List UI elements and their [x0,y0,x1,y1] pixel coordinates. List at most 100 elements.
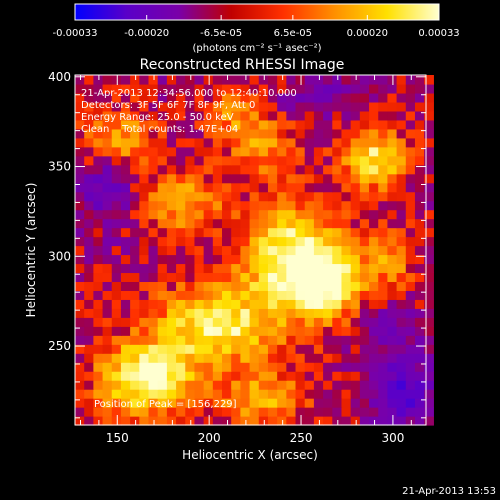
heatmap-cell [176,137,186,148]
heatmap-cell [378,236,389,247]
heatmap-cell [359,200,370,211]
heatmap-cell [185,227,196,238]
heatmap-cell [166,317,177,327]
heatmap-cell [424,272,434,283]
heatmap-cell [130,344,140,354]
heatmap-cell [414,290,425,300]
heatmap-cell [148,92,159,103]
heatmap-cell [350,335,361,345]
heatmap-cell [194,200,205,211]
heatmap-cell [405,92,416,103]
heatmap-cell [166,389,177,399]
heatmap-cell [424,263,434,274]
heatmap-cell [258,101,269,112]
heatmap-cell [111,164,122,175]
heatmap-cell [424,218,434,229]
heatmap-cell [396,380,407,390]
heatmap-cell [185,416,196,426]
heatmap-cell [148,137,159,148]
heatmap-cell [313,308,324,318]
heatmap-cell [102,227,113,238]
heatmap-cell [93,200,104,211]
heatmap-cell [148,75,159,85]
heatmap-cell [176,371,186,381]
heatmap-cell [166,398,177,408]
heatmap-cell [295,101,306,112]
heatmap-cell [304,272,315,283]
heatmap-cell [240,227,251,238]
heatmap-cell [157,335,168,345]
heatmap-cell [194,335,205,345]
heatmap-cell [249,83,260,94]
heatmap-cell [405,227,416,238]
heatmap-cell [313,353,324,363]
heatmap-cell [212,209,223,220]
heatmap-cell [267,218,278,229]
heatmap-cell [286,75,297,85]
heatmap-cell [148,416,159,426]
heatmap-cell [332,245,343,256]
heatmap-cell [120,75,131,85]
info-line-energy: Energy Range: 25.0 - 50.0 keV [81,112,234,123]
heatmap-cell [194,173,205,184]
heatmap-cell [359,245,370,256]
heatmap-cell [240,281,251,291]
heatmap-cell [323,119,333,130]
heatmap-cell [350,110,361,121]
heatmap-cell [130,272,140,283]
heatmap-cell [212,362,223,372]
heatmap-cell [396,263,407,274]
heatmap-cell [405,191,416,202]
heatmap-cell [240,218,251,229]
heatmap-cell [341,416,352,426]
heatmap-cell [332,236,343,247]
heatmap-cell [332,155,343,166]
heatmap-cell [148,380,159,390]
heatmap-cell [359,398,370,408]
heatmap-cell [203,398,214,408]
heatmap-cell [176,317,186,327]
heatmap-cell [332,299,343,309]
heatmap-cell [313,281,324,291]
heatmap-cell [148,227,159,238]
heatmap-cell [111,416,122,426]
heatmap-cell [323,182,333,193]
heatmap-cell [405,326,416,336]
heatmap-cell [286,254,297,265]
heatmap-cell [84,362,94,372]
heatmap-cell [194,326,205,336]
heatmap-cell [231,335,241,345]
heatmap-cell [286,353,297,363]
heatmap-cell [341,146,352,157]
heatmap-cell [258,155,269,166]
heatmap-cell [212,371,223,381]
heatmap-cell [222,389,232,399]
heatmap-cell [387,272,398,283]
heatmap-cell [249,308,260,318]
heatmap-cell [378,191,389,202]
heatmap-cell [323,254,333,265]
heatmap-cell [277,317,287,327]
heatmap-cell [424,317,434,327]
heatmap-cell [359,182,370,193]
heatmap-cell [111,317,122,327]
heatmap-cell [157,200,168,211]
heatmap-cell [378,92,389,103]
heatmap-cell [111,128,122,139]
heatmap-cell [185,344,196,354]
heatmap-cell [75,191,85,202]
heatmap-cell [176,146,186,157]
heatmap-cell [332,353,343,363]
heatmap-cell [323,272,333,283]
heatmap-cell [258,182,269,193]
heatmap-cell [378,317,389,327]
heatmap-cell [405,146,416,157]
heatmap-cell [139,362,150,372]
heatmap-cell [75,227,85,238]
heatmap-cell [203,371,214,381]
heatmap-cell [185,155,196,166]
heatmap-cell [350,209,361,220]
heatmap-cell [304,182,315,193]
heatmap-cell [102,83,113,94]
heatmap-cell [102,110,113,121]
